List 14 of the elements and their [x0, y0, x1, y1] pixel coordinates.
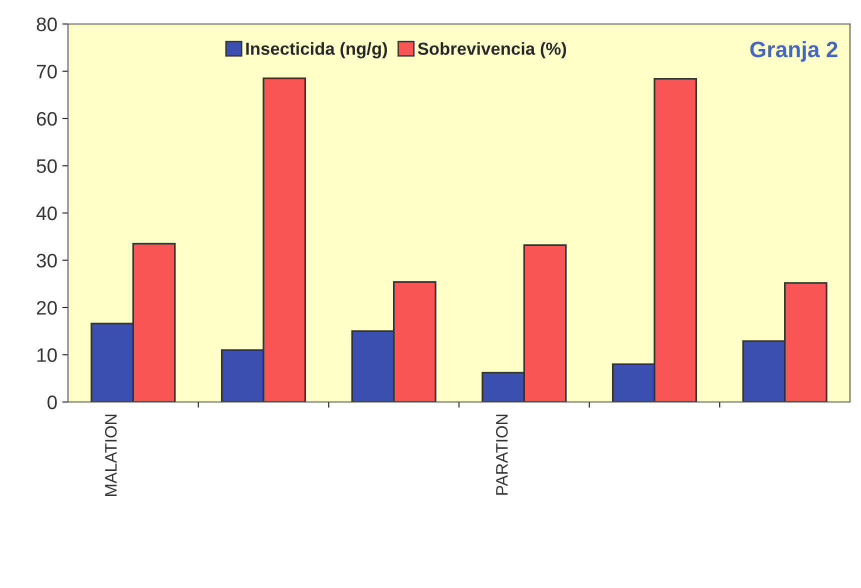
y-tick-label: 80 — [36, 17, 57, 32]
y-tick-label: 60 — [36, 112, 57, 126]
y-tick-label: 30 — [36, 254, 57, 268]
annotation: Granja 2 — [750, 41, 838, 62]
y-tick-label: 0 — [48, 395, 57, 410]
x-tick-label: MALATION — [104, 414, 117, 496]
y-tick-label: 40 — [36, 206, 57, 220]
y-tick-label: 20 — [36, 300, 57, 315]
y-tick-label: 50 — [36, 159, 57, 173]
legend-label: Sobrevivencia (%) — [418, 42, 566, 58]
y-tick-label: 70 — [36, 64, 57, 78]
x-tick-label: PARATION — [496, 414, 508, 495]
y-tick-label: 10 — [37, 348, 57, 362]
legend-label: Insecticida (ng/g) — [246, 42, 387, 58]
